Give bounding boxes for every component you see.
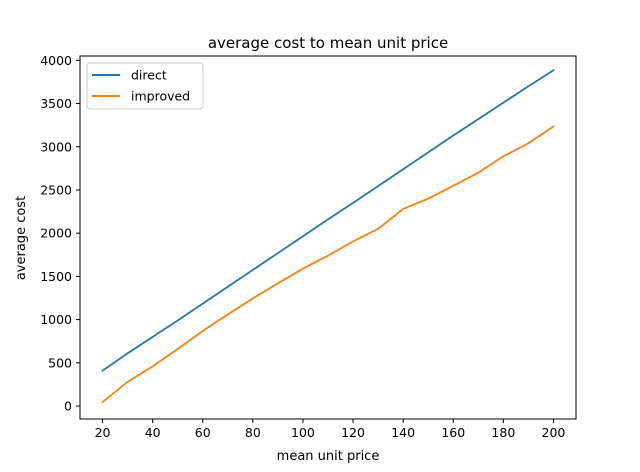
- x-tick-label: 40: [145, 425, 161, 440]
- x-tick-label: 140: [391, 425, 415, 440]
- y-tick-label: 1000: [40, 312, 72, 327]
- y-tick-label: 500: [48, 355, 72, 370]
- legend: direct improved: [86, 62, 204, 110]
- x-tick-label: 20: [95, 425, 111, 440]
- plot-area: [79, 55, 577, 420]
- x-tick-label: 200: [542, 425, 566, 440]
- y-axis-label: average cost: [14, 196, 29, 280]
- y-tick-label: 3000: [40, 139, 72, 154]
- x-tick-label: 160: [441, 425, 465, 440]
- x-axis: 20 40 60 80 100 120 140 160 180 200: [95, 419, 566, 440]
- legend-label-improved: improved: [131, 89, 190, 104]
- y-axis: 0 500 1000 1500 2000 2500 3000 3500 4000: [40, 53, 80, 414]
- y-tick-label: 1500: [40, 269, 72, 284]
- series-layer: [101, 69, 555, 404]
- y-tick-label: 4000: [40, 53, 72, 68]
- x-tick-label: 100: [291, 425, 315, 440]
- y-tick-label: 0: [64, 399, 72, 414]
- y-tick-label: 3500: [40, 96, 72, 111]
- y-tick-label: 2500: [40, 182, 72, 197]
- legend-label-direct: direct: [131, 68, 167, 83]
- y-tick-label: 2000: [40, 226, 72, 241]
- series-line-direct: [101, 69, 555, 372]
- x-tick-label: 120: [341, 425, 365, 440]
- x-tick-label: 80: [245, 425, 261, 440]
- series-line-improved: [101, 125, 555, 404]
- x-tick-label: 60: [195, 425, 211, 440]
- x-axis-label: mean unit price: [277, 449, 380, 464]
- x-tick-label: 180: [491, 425, 515, 440]
- chart-title: average cost to mean unit price: [208, 34, 448, 52]
